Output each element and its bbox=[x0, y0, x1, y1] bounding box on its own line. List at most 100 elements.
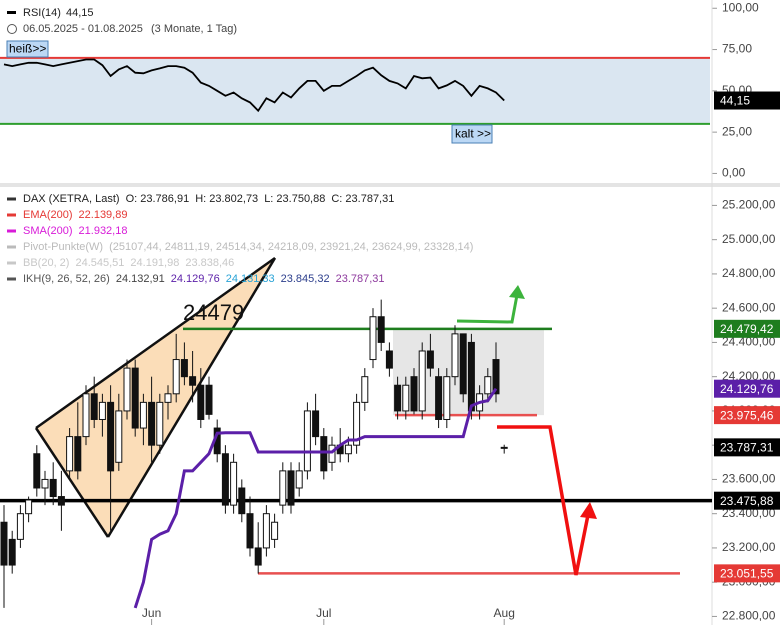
panel-separator bbox=[0, 183, 780, 187]
legend-value: 22.139,89 bbox=[79, 209, 128, 221]
legend-value: 24.129,76 bbox=[171, 273, 220, 285]
candle-body bbox=[33, 453, 41, 489]
legend-entry: BB(20, 2) 24.545,51 24.191,98 23.838,46 bbox=[23, 257, 234, 269]
price-label-box bbox=[714, 319, 780, 338]
candle-body bbox=[500, 446, 508, 449]
legend-value: C: 23.787,31 bbox=[331, 193, 394, 205]
y-tick-label: 24.600,00 bbox=[722, 300, 776, 314]
candle-body bbox=[312, 410, 320, 438]
candle-body bbox=[418, 350, 426, 412]
wedge-lower bbox=[106, 257, 277, 538]
candle-body bbox=[189, 376, 197, 386]
candle-body bbox=[320, 436, 328, 472]
x-tick-label: Jun bbox=[142, 606, 161, 620]
candle-body bbox=[467, 341, 475, 412]
y-tick-label: 24.400,00 bbox=[722, 335, 776, 349]
legend-entry: DAX (XETRA, Last) O: 23.786,91 H: 23.802,7… bbox=[23, 193, 394, 205]
y-tick-label: 25.000,00 bbox=[722, 232, 776, 246]
candle-body bbox=[98, 401, 106, 420]
cold-label: kalt >> bbox=[455, 127, 491, 141]
candle-body bbox=[484, 376, 492, 395]
price-label-box bbox=[714, 379, 780, 398]
legend-entry: IKH(9, 26, 52, 26) 24.132,91 24.129,76 24.1… bbox=[23, 273, 385, 285]
ikh-line bbox=[133, 387, 498, 609]
legend-name: EMA(200) bbox=[23, 209, 73, 221]
wedge-upper bbox=[35, 256, 276, 430]
y-tick-label: 0,00 bbox=[722, 166, 746, 180]
x-tick-label: Aug bbox=[494, 606, 515, 620]
legend-swatch bbox=[7, 261, 16, 265]
price-panel: 22.800,0023.000,0023.200,0023.400,0023.6… bbox=[0, 198, 776, 625]
x-tick-label: Jul bbox=[316, 606, 331, 620]
red-arrow bbox=[497, 425, 590, 576]
candle-body bbox=[115, 410, 123, 463]
hot-box bbox=[6, 40, 49, 58]
legend-value: H: 23.802,73 bbox=[195, 193, 258, 205]
price-label: 23.787,31 bbox=[720, 441, 774, 455]
red-arrowhead bbox=[580, 502, 597, 519]
legend-swatch bbox=[7, 245, 16, 249]
rsi-dates: 06.05.2025 - 01.08.2025 bbox=[23, 23, 143, 35]
legend-name: BB(20, 2) bbox=[23, 257, 69, 269]
y-tick-label: 24.200,00 bbox=[722, 369, 776, 383]
candle-body bbox=[16, 513, 24, 540]
y-tick-label: 25.200,00 bbox=[722, 198, 776, 212]
candle-body bbox=[205, 384, 213, 415]
candle-body bbox=[172, 359, 180, 395]
candle-body bbox=[287, 470, 295, 506]
candle-body bbox=[197, 384, 205, 420]
candle-body bbox=[0, 521, 8, 566]
legend-name: IKH(9, 26, 52, 26) bbox=[23, 273, 110, 285]
candle-body bbox=[271, 521, 279, 540]
level-annotation: 24479 bbox=[183, 300, 244, 325]
cold-box bbox=[451, 124, 493, 144]
candle-body bbox=[443, 376, 451, 420]
candle-body bbox=[295, 470, 303, 489]
last-value-label: 44,15 bbox=[720, 94, 750, 108]
candle-body bbox=[279, 470, 287, 506]
legend-value: 24.191,98 bbox=[130, 257, 179, 269]
candle-body bbox=[41, 478, 49, 489]
candle-body bbox=[221, 453, 229, 506]
legend-swatch bbox=[7, 197, 16, 201]
candle-body bbox=[385, 350, 393, 369]
candle-body bbox=[57, 496, 65, 506]
candle-body bbox=[238, 487, 246, 515]
rsi-title: RSI(14) bbox=[23, 7, 61, 19]
legend-value: 21.932,18 bbox=[79, 225, 128, 237]
rsi-period: (3 Monate, 1 Tag) bbox=[151, 23, 237, 35]
annotations: 24479 24.479,42 24.129,76 23.975,46 23.787,… bbox=[7, 193, 780, 583]
candle-body bbox=[361, 376, 369, 403]
candle-body bbox=[394, 384, 402, 412]
candle-body bbox=[180, 359, 188, 378]
hot-label: heiß>> bbox=[9, 42, 46, 56]
candle-body bbox=[328, 444, 336, 463]
green-arrowhead bbox=[509, 285, 525, 299]
candle-body bbox=[435, 376, 443, 420]
price-label-box bbox=[714, 406, 780, 425]
candle-body bbox=[262, 513, 270, 549]
y-tick-label: 23.600,00 bbox=[722, 472, 776, 486]
y-tick-label: 23.200,00 bbox=[722, 540, 776, 554]
last-value-box bbox=[714, 91, 780, 110]
candle-body bbox=[402, 384, 410, 412]
clock-icon bbox=[7, 24, 17, 34]
y-tick-label: 100,00 bbox=[722, 0, 759, 14]
candle-body bbox=[164, 393, 172, 403]
legend-swatch bbox=[7, 213, 16, 217]
candle-body bbox=[426, 350, 434, 369]
price-label-box bbox=[714, 564, 780, 583]
candle-body bbox=[49, 478, 57, 498]
candle-body bbox=[82, 393, 90, 438]
band bbox=[0, 57, 710, 124]
candle-body bbox=[66, 436, 74, 472]
legend-value: 23.845,32 bbox=[281, 273, 330, 285]
candle-body bbox=[303, 410, 311, 472]
candle-body bbox=[369, 316, 377, 361]
price-label: 24.129,76 bbox=[720, 382, 774, 396]
candle-body bbox=[139, 401, 147, 429]
candle-body bbox=[492, 359, 500, 395]
legend-value: 24.545,51 bbox=[75, 257, 124, 269]
y-tick-label: 25,00 bbox=[722, 124, 752, 138]
